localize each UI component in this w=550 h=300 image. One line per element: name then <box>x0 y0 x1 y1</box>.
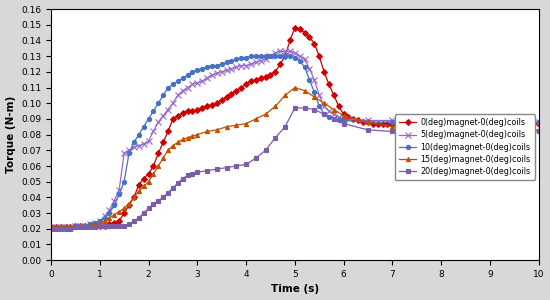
Line: 20(deg)magnet-0(deg)coils: 20(deg)magnet-0(deg)coils <box>49 106 541 231</box>
0(deg)magnet-0(deg)coils <box>169 117 176 121</box>
5(deg)magnet-0(deg)coils <box>111 199 118 202</box>
5(deg)magnet-0(deg)coils <box>72 224 79 227</box>
15(deg)magnet-0(deg)coils <box>91 222 98 226</box>
20(deg)magnet-0(deg)coils <box>535 130 542 133</box>
15(deg)magnet-0(deg)coils <box>535 128 542 132</box>
10(deg)magnet-0(deg)coils <box>160 94 167 97</box>
15(deg)magnet-0(deg)coils <box>145 180 152 184</box>
5(deg)magnet-0(deg)coils <box>155 120 162 124</box>
0(deg)magnet-0(deg)coils <box>121 211 128 215</box>
0(deg)magnet-0(deg)coils <box>252 78 259 82</box>
5(deg)magnet-0(deg)coils <box>535 120 542 124</box>
15(deg)magnet-0(deg)coils <box>48 225 54 229</box>
10(deg)magnet-0(deg)coils <box>48 225 54 229</box>
5(deg)magnet-0(deg)coils <box>238 64 245 68</box>
Line: 0(deg)magnet-0(deg)coils: 0(deg)magnet-0(deg)coils <box>49 26 541 229</box>
10(deg)magnet-0(deg)coils <box>111 203 118 207</box>
15(deg)magnet-0(deg)coils <box>204 130 210 133</box>
Line: 15(deg)magnet-0(deg)coils: 15(deg)magnet-0(deg)coils <box>49 85 541 229</box>
15(deg)magnet-0(deg)coils <box>292 86 298 89</box>
15(deg)magnet-0(deg)coils <box>252 117 259 121</box>
10(deg)magnet-0(deg)coils <box>535 120 542 124</box>
Line: 5(deg)magnet-0(deg)coils: 5(deg)magnet-0(deg)coils <box>48 49 541 230</box>
20(deg)magnet-0(deg)coils <box>204 169 210 172</box>
Line: 10(deg)magnet-0(deg)coils: 10(deg)magnet-0(deg)coils <box>49 54 541 229</box>
10(deg)magnet-0(deg)coils <box>511 120 518 124</box>
20(deg)magnet-0(deg)coils <box>145 207 152 210</box>
20(deg)magnet-0(deg)coils <box>292 106 298 110</box>
Y-axis label: Torque (N-m): Torque (N-m) <box>6 96 15 173</box>
5(deg)magnet-0(deg)coils <box>160 114 167 118</box>
Legend: 0(deg)magnet-0(deg)coils, 5(deg)magnet-0(deg)coils, 10(deg)magnet-0(deg)coils, 1: 0(deg)magnet-0(deg)coils, 5(deg)magnet-0… <box>395 114 535 180</box>
10(deg)magnet-0(deg)coils <box>155 101 162 105</box>
15(deg)magnet-0(deg)coils <box>189 134 196 138</box>
20(deg)magnet-0(deg)coils <box>213 167 220 171</box>
0(deg)magnet-0(deg)coils <box>174 114 181 118</box>
20(deg)magnet-0(deg)coils <box>252 156 259 160</box>
0(deg)magnet-0(deg)coils <box>208 103 215 106</box>
10(deg)magnet-0(deg)coils <box>248 54 254 58</box>
0(deg)magnet-0(deg)coils <box>535 122 542 125</box>
0(deg)magnet-0(deg)coils <box>292 26 298 30</box>
20(deg)magnet-0(deg)coils <box>189 172 196 175</box>
10(deg)magnet-0(deg)coils <box>238 56 245 59</box>
X-axis label: Time (s): Time (s) <box>271 284 319 294</box>
5(deg)magnet-0(deg)coils <box>511 120 518 124</box>
5(deg)magnet-0(deg)coils <box>48 225 54 229</box>
20(deg)magnet-0(deg)coils <box>91 225 98 229</box>
0(deg)magnet-0(deg)coils <box>199 106 206 110</box>
10(deg)magnet-0(deg)coils <box>72 224 79 227</box>
0(deg)magnet-0(deg)coils <box>48 225 54 229</box>
20(deg)magnet-0(deg)coils <box>48 227 54 231</box>
15(deg)magnet-0(deg)coils <box>213 128 220 132</box>
5(deg)magnet-0(deg)coils <box>277 50 283 53</box>
